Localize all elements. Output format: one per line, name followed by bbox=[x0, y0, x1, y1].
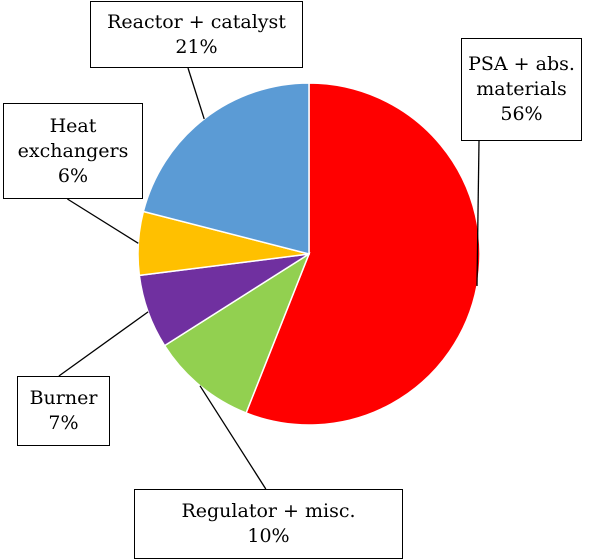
leader-line-0 bbox=[476, 140, 480, 287]
leader-line-4 bbox=[187, 67, 205, 120]
label-burner-value: 7% bbox=[48, 412, 79, 434]
pie-slice-1 bbox=[163, 252, 311, 414]
label-reactor-name: Reactor + catalyst bbox=[107, 10, 286, 33]
pie-slice-4 bbox=[142, 82, 310, 255]
label-heat-exchangers: Heat exchangers 6% bbox=[3, 103, 143, 199]
pie-slices bbox=[137, 82, 481, 426]
label-heat-name-2: exchangers bbox=[17, 139, 129, 162]
leader-line-2 bbox=[58, 311, 149, 377]
label-psa-name-1: PSA + abs. bbox=[468, 53, 575, 75]
label-burner: Burner 7% bbox=[17, 376, 110, 446]
label-regulator: Regulator + misc. 10% bbox=[134, 489, 403, 559]
label-regulator-value: 10% bbox=[247, 525, 290, 547]
label-burner-name: Burner bbox=[29, 387, 98, 409]
label-heat-value: 6% bbox=[57, 164, 89, 187]
label-regulator-name: Regulator + misc. bbox=[181, 500, 356, 522]
leader-line-3 bbox=[67, 198, 139, 244]
label-reactor: Reactor + catalyst 21% bbox=[90, 1, 303, 68]
label-psa-name-2: materials bbox=[476, 78, 567, 100]
label-reactor-value: 21% bbox=[175, 35, 218, 58]
label-psa-value: 56% bbox=[500, 103, 543, 125]
label-psa: PSA + abs. materials 56% bbox=[461, 38, 582, 141]
leader-line-1 bbox=[199, 385, 267, 490]
label-heat-name-1: Heat bbox=[49, 114, 97, 137]
pie-slice-0 bbox=[245, 82, 481, 426]
leader-lines bbox=[58, 67, 480, 490]
